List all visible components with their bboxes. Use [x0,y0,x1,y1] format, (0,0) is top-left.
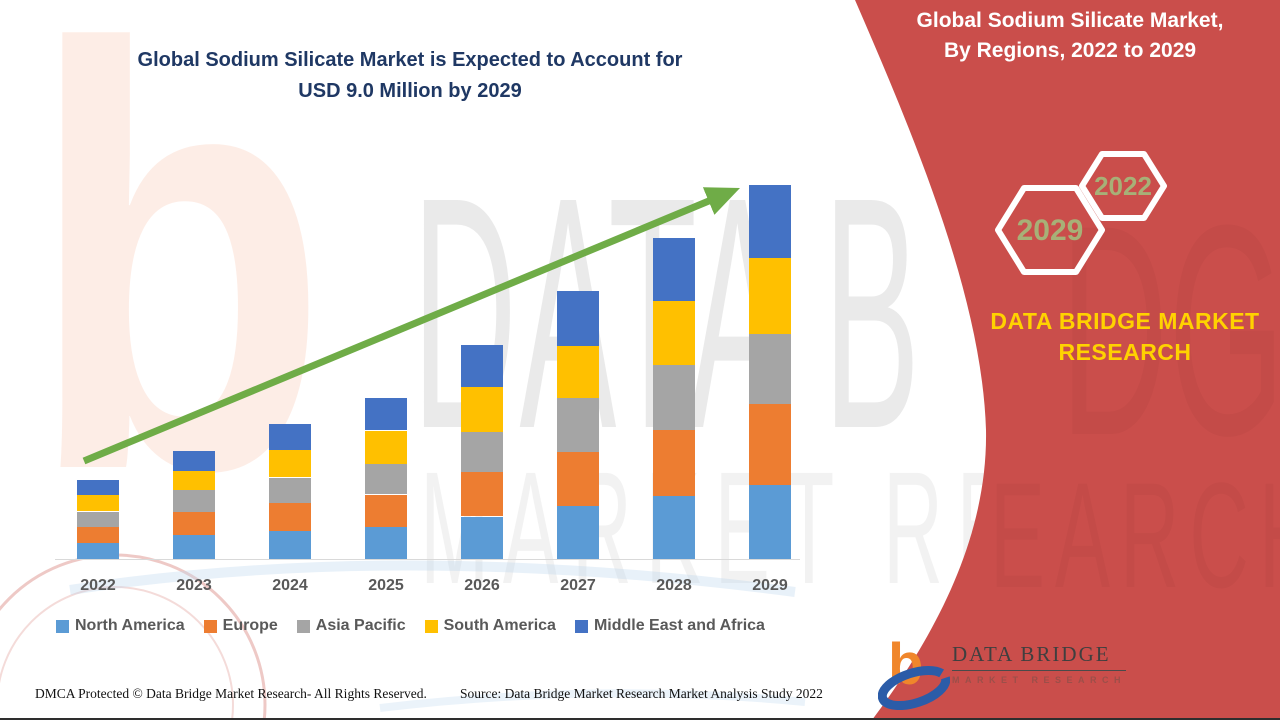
bar-segment-2027-europe [557,451,599,506]
x-axis-label-2029: 2029 [752,577,788,594]
legend-item-asia-pacific: Asia Pacific [296,617,406,635]
bar-segment-2029-asia-pacific [749,334,791,405]
bar-segment-2027-middle-east-and-africa [557,291,599,346]
bar-segment-2028-north-america [653,495,695,559]
bar-segment-2026-north-america [461,516,503,559]
bar-segment-2028-europe [653,430,695,496]
x-axis-label-2022: 2022 [80,577,116,594]
bar-segment-2024-south-america [269,450,311,478]
bar-segment-2022-south-america [77,494,119,512]
logo-tagline: MARKET RESEARCH [952,675,1127,685]
source-text: Source: Data Bridge Market Research Mark… [460,686,823,701]
bar-segment-2022-north-america [77,543,119,559]
bar-segment-2024-north-america [269,531,311,559]
bar-segment-2026-south-america [461,387,503,432]
trend-arrow [82,187,741,465]
legend-swatch-asia-pacific [296,619,310,633]
databridge-logo-icon: b [878,632,950,710]
legend-item-middle-east-and-africa: Middle East and Africa [574,617,765,635]
legend-label-europe: Europe [222,617,278,634]
bar-segment-2023-north-america [173,534,215,559]
bar-segment-2028-middle-east-and-africa [653,237,695,301]
bar-segment-2023-middle-east-and-africa [173,451,215,472]
bar-segment-2029-south-america [749,257,791,335]
bar-segment-2024-middle-east-and-africa [269,424,311,451]
chart-title-line2: USD 9.0 Million by 2029 [298,80,522,102]
chart-title: Global Sodium Silicate Market is Expecte… [40,45,780,107]
hexagon-2022-label: 2022 [1094,171,1152,201]
legend-item-south-america: South America [424,617,556,635]
bar-segment-2027-asia-pacific [557,397,599,452]
bar-segment-2022-asia-pacific [77,511,119,528]
legend-label-middle-east-and-africa: Middle East and Africa [593,617,765,634]
logo-name: DATA BRIDGE [952,642,1127,671]
legend-label-asia-pacific: Asia Pacific [315,617,406,634]
hexagon-2022 [1079,151,1167,221]
bar-segment-2024-asia-pacific [269,477,311,504]
bar-segment-2023-asia-pacific [173,490,215,513]
x-axis-label-2027: 2027 [560,577,596,594]
x-axis-label-2023: 2023 [176,577,212,594]
dmca-text: DMCA Protected © Data Bridge Market Rese… [35,686,427,701]
hexagon-2029 [995,185,1105,275]
databridge-logo: b DATA BRIDGE MARKET RESEARCH [878,628,1127,713]
bottom-border-line [0,718,1280,720]
hexagon-2029-label: 2029 [1017,214,1084,247]
legend-swatch-europe [203,619,217,633]
bar-segment-2025-north-america [365,527,407,559]
bar-segment-2029-middle-east-and-africa [749,184,791,258]
bar-segment-2023-europe [173,512,215,535]
bar-segment-2025-middle-east-and-africa [365,398,407,431]
brand-text-line2: RESEARCH [1058,339,1192,365]
panel-title-line2: By Regions, 2022 to 2029 [943,39,1197,62]
bar-segment-2026-middle-east-and-africa [461,344,503,388]
legend-swatch-north-america [56,619,69,633]
bar-segment-2029-north-america [749,485,791,559]
panel-title-line1: Global Sodium Silicate Market, [916,9,1224,32]
bar-segment-2028-south-america [653,301,695,366]
x-axis-label-2026: 2026 [464,577,500,594]
x-axis-label-2024: 2024 [272,577,308,594]
brand-text-line1: DATA BRIDGE MARKET [990,308,1260,334]
logo-b-glyph: b [888,632,923,697]
bar-segment-2027-south-america [557,346,599,398]
bar-segment-2028-asia-pacific [653,365,695,430]
bar-segment-2025-south-america [365,430,407,464]
year-hexagons: 2029 2022 [995,151,1167,275]
x-axis-label-2025: 2025 [368,577,404,594]
bar-segment-2022-middle-east-and-africa [77,480,119,495]
bar-segment-2024-europe [269,503,311,532]
chart-legend: North America Europe Asia Pacific South Ame… [56,617,765,635]
legend-item-europe: Europe [203,617,278,635]
bar-segment-2029-europe [749,404,791,485]
legend-swatch-middle-east-and-africa [574,619,588,633]
x-axis-line [55,559,800,560]
bar-segment-2026-asia-pacific [461,431,503,472]
legend-label-north-america: North America [75,617,185,634]
legend-swatch-south-america [424,619,438,633]
legend-label-south-america: South America [443,617,556,634]
legend-item-north-america: North America [56,617,185,635]
bar-segment-2025-europe [365,494,407,528]
brand-text: DATA BRIDGE MARKET RESEARCH [955,306,1280,368]
x-axis-label-2028: 2028 [656,577,692,594]
bar-segment-2026-europe [461,471,503,517]
bar-segment-2022-europe [77,527,119,544]
bar-segment-2025-asia-pacific [365,463,407,495]
panel-title: Global Sodium Silicate Market, By Region… [860,6,1280,66]
chart-title-line1: Global Sodium Silicate Market is Expecte… [137,49,683,71]
bar-segment-2023-south-america [173,471,215,491]
bar-segment-2027-north-america [557,505,599,559]
